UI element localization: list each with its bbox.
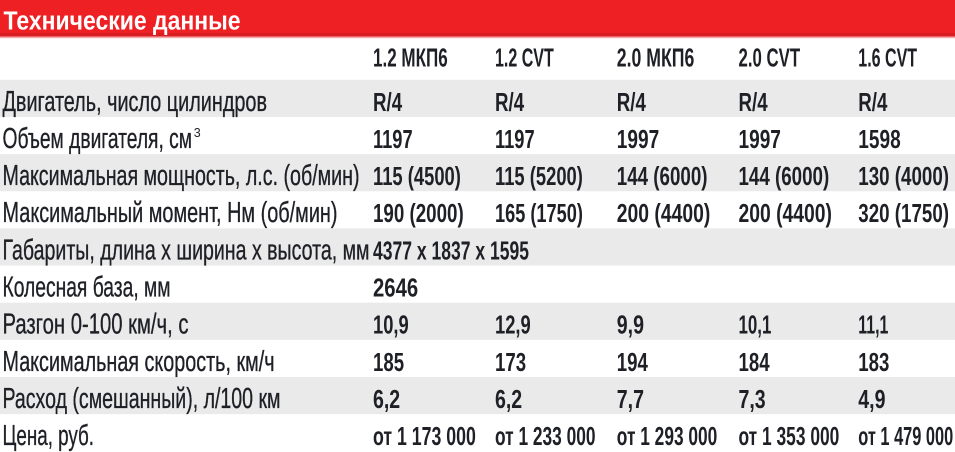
svg-text:1997: 1997 — [739, 124, 781, 154]
svg-text:2.0 CVT: 2.0 CVT — [739, 43, 801, 73]
svg-text:1.2 МКП6: 1.2 МКП6 — [373, 43, 448, 73]
svg-text:2.0 МКП6: 2.0 МКП6 — [617, 43, 695, 73]
svg-text:Максимальный момент, Нм (об/ми: Максимальный момент, Нм (об/мин) — [3, 197, 338, 229]
svg-text:115 (5200): 115 (5200) — [495, 161, 583, 191]
svg-text:4,9: 4,9 — [858, 384, 885, 414]
svg-text:185: 185 — [373, 347, 404, 377]
svg-text:R/4: R/4 — [858, 87, 887, 117]
svg-text:200 (4400): 200 (4400) — [617, 198, 711, 228]
svg-text:Технические данные: Технические данные — [4, 8, 241, 36]
svg-text:115 (4500): 115 (4500) — [373, 161, 461, 191]
svg-text:Колесная база, мм: Колесная база, мм — [3, 272, 171, 304]
svg-text:1.6 CVT: 1.6 CVT — [858, 43, 917, 73]
svg-text:R/4: R/4 — [617, 87, 646, 117]
svg-text:от 1 233 000: от 1 233 000 — [495, 421, 596, 451]
svg-text:9,9: 9,9 — [617, 310, 644, 340]
svg-text:10,9: 10,9 — [373, 310, 409, 340]
svg-text:Двигатель, число цилиндров: Двигатель, число цилиндров — [3, 86, 268, 118]
svg-text:11,1: 11,1 — [858, 310, 888, 340]
svg-text:7,3: 7,3 — [739, 384, 766, 414]
svg-text:Цена, руб.: Цена, руб. — [3, 420, 95, 452]
svg-text:от 1 479 000: от 1 479 000 — [858, 421, 953, 451]
svg-text:2646: 2646 — [373, 273, 418, 303]
svg-text:1.2 CVT: 1.2 CVT — [495, 43, 554, 73]
svg-text:144 (6000): 144 (6000) — [617, 161, 708, 191]
svg-text:320 (1750): 320 (1750) — [858, 198, 949, 228]
svg-text:от 1 293 000: от 1 293 000 — [617, 421, 718, 451]
svg-text:144 (6000): 144 (6000) — [739, 161, 830, 191]
svg-text:от 1 353 000: от 1 353 000 — [739, 421, 840, 451]
svg-text:200 (4400): 200 (4400) — [739, 198, 833, 228]
svg-text:Разгон 0-100 км/ч, с: Разгон 0-100 км/ч, с — [3, 309, 189, 341]
svg-text:183: 183 — [858, 347, 889, 377]
svg-text:Расход (смешанный), л/100 км: Расход (смешанный), л/100 км — [3, 383, 281, 415]
svg-text:R/4: R/4 — [373, 87, 402, 117]
svg-text:Максимальная мощность, л.с. (о: Максимальная мощность, л.с. (об/мин) — [3, 160, 360, 192]
svg-text:1197: 1197 — [495, 124, 535, 154]
svg-text:7,7: 7,7 — [617, 384, 644, 414]
svg-text:12,9: 12,9 — [495, 310, 531, 340]
svg-text:Максимальная скорость, км/ч: Максимальная скорость, км/ч — [3, 346, 275, 378]
svg-text:от 1 173 000: от 1 173 000 — [373, 421, 476, 451]
svg-text:6,2: 6,2 — [495, 384, 522, 414]
svg-text:194: 194 — [617, 347, 648, 377]
svg-text:6,2: 6,2 — [373, 384, 400, 414]
svg-text:Габариты, длина х ширина х выс: Габариты, длина х ширина х высота, мм — [3, 234, 370, 266]
svg-text:165 (1750): 165 (1750) — [495, 198, 583, 228]
svg-text:Объем двигателя, см: Объем двигателя, см — [3, 123, 193, 155]
svg-text:1598: 1598 — [858, 124, 900, 154]
svg-text:1197: 1197 — [373, 124, 413, 154]
svg-text:190 (2000): 190 (2000) — [373, 198, 464, 228]
svg-text:130 (4000): 130 (4000) — [858, 161, 949, 191]
svg-text:3: 3 — [194, 126, 201, 140]
svg-text:173: 173 — [495, 347, 526, 377]
svg-text:184: 184 — [739, 347, 770, 377]
svg-text:4377 х 1837 х 1595: 4377 х 1837 х 1595 — [373, 235, 529, 265]
svg-text:R/4: R/4 — [495, 87, 524, 117]
svg-text:R/4: R/4 — [739, 87, 768, 117]
svg-text:1997: 1997 — [617, 124, 659, 154]
svg-text:10,1: 10,1 — [739, 310, 772, 340]
